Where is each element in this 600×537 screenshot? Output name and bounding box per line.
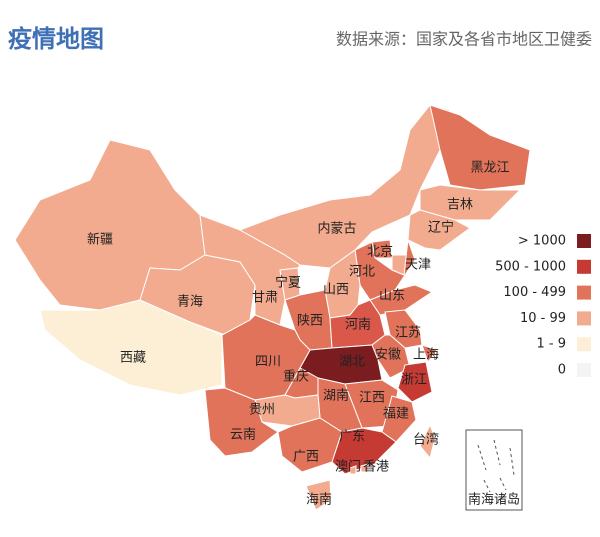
province-label: 甘肃 [252,291,278,306]
province-label: 陕西 [297,314,323,329]
province-label: 上海 [413,348,439,363]
legend-swatch [577,311,591,326]
legend-swatch [577,259,591,274]
province-shape [360,463,369,473]
province-label: 台湾 [413,432,439,448]
legend-swatch [577,363,591,377]
legend-label: 1 - 9 [537,337,567,352]
province-label: 北京 [367,245,393,260]
province-label: 内蒙古 [317,221,356,237]
province-label: 山西 [323,283,349,298]
province-label: 宁夏 [275,275,301,291]
inset-frame [465,429,523,511]
province-label: 西藏 [120,351,146,366]
province-label: 香港 [363,460,389,475]
province-label: 吉林 [447,198,473,213]
province-label: 青海 [177,295,203,310]
province-label: 澳门 [335,459,361,475]
legend-swatch [577,234,591,248]
province-shape [419,423,436,460]
province-label: 福建 [383,407,409,422]
province-label: 安徽 [375,348,401,363]
province-shape [421,344,438,364]
province-label: 云南 [230,427,256,443]
legend-label: 10 - 99 [520,311,566,326]
province-label: 湖北 [339,355,365,370]
province-shape [349,465,357,475]
province-shape [381,395,417,443]
province-label: 湖南 [323,388,349,404]
province-label: 新疆 [87,232,113,248]
inset-islands [477,439,515,493]
legend-swatch [577,285,591,300]
province-label: 河南 [345,317,371,333]
province-label: 江苏 [395,325,421,341]
province-shape [305,479,332,511]
province-shape [371,334,411,379]
source: 数据来源：国家及各省市地区卫健委 [336,30,592,49]
province-shape [419,184,522,221]
province-shape [39,299,223,396]
legend-label: > 1000 [518,234,566,249]
province-label: 辽宁 [428,220,454,236]
province-label: 广西 [293,450,319,465]
province-shape [354,239,416,301]
legend-label: 500 - 1000 [495,259,566,274]
province-label: 海南 [306,492,332,508]
province-label: 江西 [359,391,385,406]
province-shape [331,427,397,475]
legend-label: 0 [558,363,566,378]
title: 疫情地图 [8,25,104,53]
province-label: 贵州 [249,403,275,418]
province-shape [397,361,433,403]
province-shape [429,104,531,191]
legend: > 1000 500 - 1000 100 - 499 10 - 99 1 - 9 0 [495,234,591,378]
province-shape [407,209,471,251]
legend-label: 100 - 499 [503,285,566,300]
province-label: 黑龙江 [470,161,509,176]
province-label: 广东 [339,430,365,445]
province-label: 天津 [405,258,431,273]
province-label: 河北 [349,265,375,280]
inset-label: 南海诸岛 [468,492,520,508]
province-label: 四川 [255,355,281,370]
province-label: 浙江 [401,373,427,388]
province-shape [254,394,321,427]
inset [465,429,523,511]
province-label: 重庆 [283,369,309,385]
legend-swatch [577,337,591,352]
province-label: 山东 [379,289,405,304]
